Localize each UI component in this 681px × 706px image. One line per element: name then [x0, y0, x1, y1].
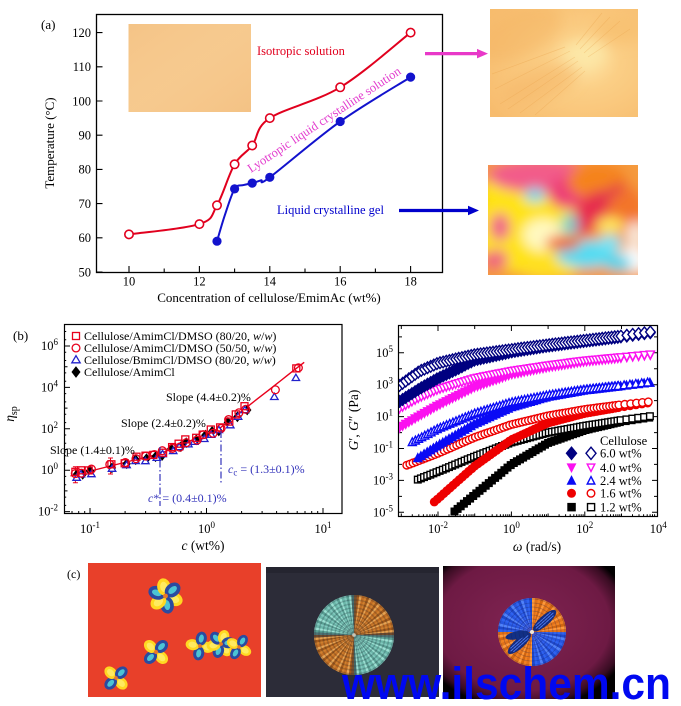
- svg-text:Cellulose/BmimCl/DMSO (80/20,: Cellulose/BmimCl/DMSO (80/20, w/w): [84, 353, 276, 367]
- svg-text:101: 101: [376, 408, 393, 424]
- svg-text:Cellulose: Cellulose: [600, 434, 648, 448]
- svg-text:100: 100: [41, 461, 59, 477]
- svg-text:12: 12: [193, 275, 206, 289]
- svg-text:10-1: 10-1: [80, 520, 100, 536]
- svg-text:Slope (4.4±0.2)%: Slope (4.4±0.2)%: [166, 390, 251, 404]
- svg-text:10-1: 10-1: [373, 440, 393, 456]
- svg-text:16: 16: [334, 275, 347, 289]
- svg-text:102: 102: [576, 520, 593, 536]
- svg-text:Cellulose/AmimCl: Cellulose/AmimCl: [84, 365, 175, 379]
- svg-text:2.4 wt%: 2.4 wt%: [600, 474, 642, 488]
- svg-text:10-3: 10-3: [373, 471, 393, 487]
- svg-text:cc = (1.3±0.1)%: cc = (1.3±0.1)%: [228, 462, 305, 478]
- svg-text:10: 10: [123, 275, 136, 289]
- svg-text:120: 120: [72, 26, 91, 40]
- svg-text:4.0 wt%: 4.0 wt%: [600, 461, 642, 475]
- svg-text:70: 70: [79, 197, 92, 211]
- svg-text:ηsp: ηsp: [2, 406, 20, 422]
- svg-text:c (wt%): c (wt%): [181, 538, 224, 553]
- svg-text:100: 100: [198, 520, 216, 536]
- svg-text:14: 14: [264, 275, 277, 289]
- svg-text:10-5: 10-5: [373, 503, 393, 519]
- svg-text:Cellulose/AmimCl/DMSO (80/20,: Cellulose/AmimCl/DMSO (80/20, w/w): [84, 329, 276, 343]
- svg-text:104: 104: [41, 378, 59, 394]
- svg-text:Slope (1.4±0.1)%: Slope (1.4±0.1)%: [50, 443, 135, 457]
- svg-text:104: 104: [650, 520, 668, 536]
- svg-text:80: 80: [79, 163, 92, 177]
- svg-text:c* = (0.4±0.1)%: c* = (0.4±0.1)%: [148, 491, 227, 505]
- svg-text:90: 90: [79, 129, 92, 143]
- svg-text:10-2: 10-2: [428, 520, 448, 536]
- svg-text:G′, G″ (Pa): G′, G″ (Pa): [346, 390, 361, 451]
- svg-text:www.ilschem.cn: www.ilschem.cn: [341, 658, 671, 706]
- svg-text:102: 102: [41, 420, 58, 436]
- svg-text:1.2 wt%: 1.2 wt%: [600, 500, 642, 514]
- svg-text:100: 100: [503, 520, 521, 536]
- svg-text:106: 106: [41, 337, 59, 353]
- svg-text:Temperature (°C): Temperature (°C): [42, 97, 57, 188]
- svg-text:110: 110: [73, 60, 91, 74]
- svg-text:60: 60: [79, 231, 92, 245]
- svg-text:105: 105: [376, 344, 394, 360]
- svg-text:Liquid crystalline gel: Liquid crystalline gel: [277, 203, 384, 217]
- svg-text:50: 50: [79, 265, 92, 279]
- svg-text:100: 100: [72, 94, 91, 108]
- svg-text:Cellulose/AmimCl/DMSO (50/50,: Cellulose/AmimCl/DMSO (50/50, w/w): [84, 341, 276, 355]
- svg-text:10-2: 10-2: [38, 503, 58, 519]
- svg-text:ω (rad/s): ω (rad/s): [513, 539, 561, 554]
- svg-text:Isotropic solution: Isotropic solution: [257, 44, 346, 58]
- svg-text:(c): (c): [67, 567, 80, 581]
- svg-text:6.0 wt%: 6.0 wt%: [600, 447, 642, 461]
- svg-text:Slope (2.4±0.2)%: Slope (2.4±0.2)%: [121, 416, 206, 430]
- svg-text:1.6 wt%: 1.6 wt%: [600, 487, 642, 501]
- svg-text:(a): (a): [41, 17, 55, 32]
- svg-text:18: 18: [404, 275, 417, 289]
- svg-text:Concentration of cellulose/Emi: Concentration of cellulose/EmimAc (wt%): [157, 290, 380, 305]
- svg-text:101: 101: [315, 520, 332, 536]
- svg-text:103: 103: [376, 376, 394, 392]
- svg-text:(b): (b): [13, 328, 28, 343]
